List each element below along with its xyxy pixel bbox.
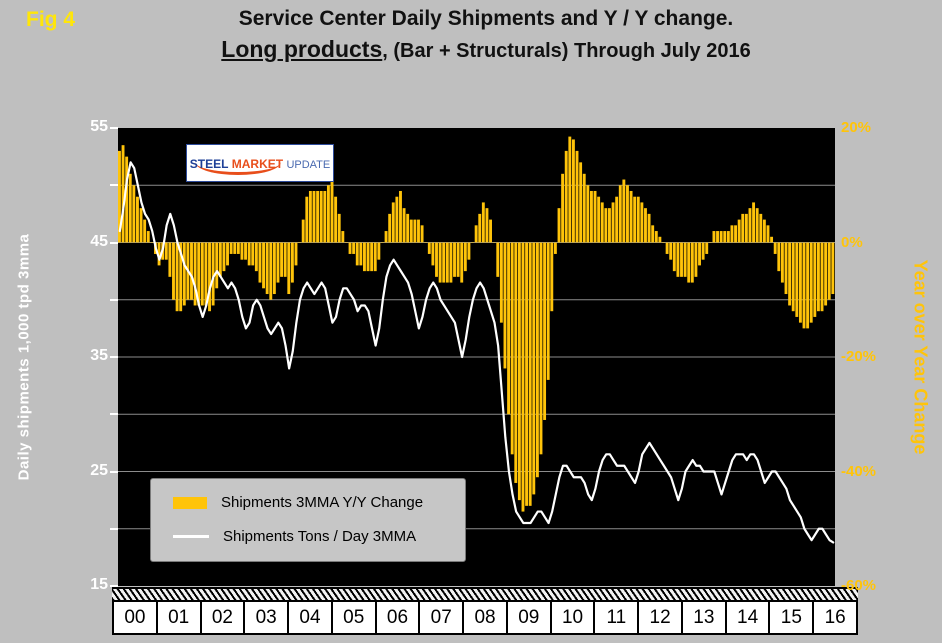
left-axis-title: Daily shipments 1,000 tpd 3mma <box>15 233 33 481</box>
left-axis-tick-mark <box>110 184 118 186</box>
logo-word-steel: STEEL <box>189 157 229 171</box>
x-axis-year-label: 15 <box>770 602 815 633</box>
x-axis-year-label: 00 <box>114 602 158 633</box>
left-axis-tick-label: 35 <box>90 347 108 364</box>
figure-number-label: Fig 4 <box>26 8 76 31</box>
chart-title-rest: , (Bar + Structurals) Through July 2016 <box>382 40 751 62</box>
chart-title-line2: Long products, (Bar + Structurals) Throu… <box>60 36 912 63</box>
left-axis-tick-label: 45 <box>90 233 108 250</box>
chart-title-line1: Service Center Daily Shipments and Y / Y… <box>238 7 734 30</box>
x-axis-year-label: 16 <box>824 606 846 628</box>
x-axis-year-label: 04 <box>289 602 333 633</box>
left-axis-tick-label: 15 <box>90 576 108 593</box>
left-axis-tick-label: 25 <box>90 462 108 479</box>
x-axis-year-label: 01 <box>158 602 202 633</box>
left-axis-tick-mark <box>110 356 118 358</box>
right-axis-title: Year over Year Change <box>910 259 931 455</box>
logo-text: STEEL MARKET UPDATE <box>187 157 333 171</box>
x-axis-year-label: 10 <box>552 602 596 633</box>
x-axis-year-label: 08 <box>464 602 508 633</box>
logo-word-market: MARKET <box>231 157 284 171</box>
chart-title-emphasis: Long products <box>221 36 383 62</box>
legend-bar-swatch-icon <box>173 496 207 509</box>
legend-bar-label: Shipments 3MMA Y/Y Change <box>221 494 424 511</box>
x-axis-year-label: 09 <box>508 602 552 633</box>
left-axis-tick-mark <box>110 585 118 587</box>
left-axis-tick-mark <box>110 471 118 473</box>
x-axis-year-label: 07 <box>420 602 465 633</box>
right-axis-tick-label: -40% <box>841 463 877 480</box>
steel-market-update-logo: STEEL MARKET UPDATE <box>186 144 334 182</box>
left-axis-tick-mark <box>110 299 118 301</box>
right-axis-tick-label: 0% <box>841 234 863 251</box>
chart-legend: Shipments 3MMA Y/Y Change Shipments Tons… <box>150 478 466 562</box>
x-axis-year-label: 06 <box>377 602 421 633</box>
left-axis-tick-mark <box>110 413 118 415</box>
x-axis-year-label: 02 <box>202 602 246 633</box>
left-axis-tick-mark <box>110 127 118 129</box>
left-axis-tick-label: 55 <box>90 118 108 135</box>
right-axis-tick-label: 20% <box>841 119 872 136</box>
x-axis-hatch-strip <box>112 587 858 600</box>
x-axis-year-label: 05 <box>333 602 377 633</box>
x-axis-year-label: 11 <box>595 602 640 633</box>
right-axis-tick-label: -60% <box>841 577 877 594</box>
left-axis-tick-mark <box>110 242 118 244</box>
logo-swoosh-icon <box>195 149 281 175</box>
x-axis-year-label: 13 <box>683 602 727 633</box>
chart-canvas <box>118 136 835 544</box>
legend-item-bars: Shipments 3MMA Y/Y Change <box>173 494 423 511</box>
x-axis-year-band: 00 01 02 03 04 05 06 07 08 09 10 11 12 13 14 15 16 <box>112 600 858 635</box>
x-axis-year-label: 14 <box>727 602 771 633</box>
right-axis-tick-label: -20% <box>841 348 877 365</box>
logo-word-update: UPDATE <box>286 159 331 171</box>
legend-line-label: Shipments Tons / Day 3MMA <box>223 528 417 545</box>
x-axis-year-label: 03 <box>245 602 290 633</box>
x-axis-year-label: 12 <box>639 602 683 633</box>
left-axis-tick-mark <box>110 528 118 530</box>
legend-line-swatch-icon <box>173 535 209 538</box>
legend-item-line: Shipments Tons / Day 3MMA <box>173 528 416 545</box>
